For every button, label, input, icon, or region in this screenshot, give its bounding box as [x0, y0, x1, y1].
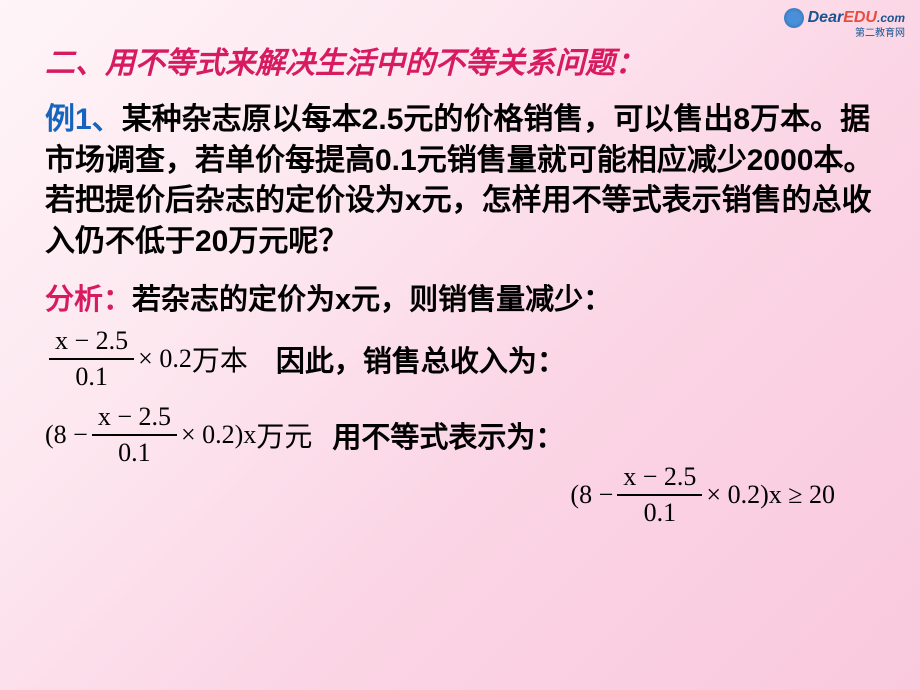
problem-block: 例1、某种杂志原以每本2.5元的价格销售，可以售出8万本。据市场调查，若单价每提… — [45, 94, 885, 262]
formula-3: (8 − x − 2.5 0.1 × 0.2)x ≥ 20 — [45, 462, 885, 528]
formula-1: x − 2.5 0.1 × 0.2 万本 因此，销售总收入为： — [45, 326, 885, 392]
formula1-followup: 因此，销售总收入为： — [276, 338, 566, 380]
logo-globe-icon — [784, 8, 804, 28]
frac-den-3: 0.1 — [644, 496, 677, 528]
logo-subtitle: 第二教育网 — [855, 24, 905, 39]
section-title: 二、用不等式来解决生活中的不等关系问题： — [45, 38, 885, 82]
frac-den-2: 0.1 — [118, 436, 151, 468]
formula3-close: × 0.2)x ≥ 20 — [706, 480, 835, 510]
frac-num-3: x − 2.5 — [617, 462, 702, 496]
frac-num-1: x − 2.5 — [49, 326, 134, 360]
fraction-3: x − 2.5 0.1 — [617, 462, 702, 528]
fraction-1: x − 2.5 0.1 — [49, 326, 134, 392]
formula2-unit: 万元 — [256, 415, 312, 455]
formula3-open: (8 − — [570, 480, 613, 510]
logo-dear: Dear — [808, 9, 844, 26]
analysis-text: 若杂志的定价为x元，则销售量减少： — [132, 284, 612, 316]
problem-text: 某种杂志原以每本2.5元的价格销售，可以售出8万本。据市场调查，若单价每提高0.… — [45, 103, 873, 258]
fraction-2: x − 2.5 0.1 — [92, 402, 177, 468]
slide-content: 二、用不等式来解决生活中的不等关系问题： 例1、某种杂志原以每本2.5元的价格销… — [0, 0, 920, 548]
formula-2: (8 − x − 2.5 0.1 × 0.2)x 万元 用不等式表示为： — [45, 402, 885, 468]
analysis-block: 分析：若杂志的定价为x元，则销售量减少： — [45, 276, 885, 318]
frac-num-2: x − 2.5 — [92, 402, 177, 436]
formula1-unit: 万本 — [192, 339, 248, 379]
formula2-followup: 用不等式表示为： — [332, 414, 564, 456]
formula2-open: (8 − — [45, 420, 88, 450]
example-label: 例1、 — [45, 103, 122, 136]
analysis-label: 分析： — [45, 284, 132, 316]
formula1-mult: × 0.2 — [138, 344, 192, 374]
logo-com: .com — [877, 11, 905, 25]
frac-den-1: 0.1 — [75, 360, 108, 392]
formula2-close: × 0.2)x — [181, 420, 256, 450]
